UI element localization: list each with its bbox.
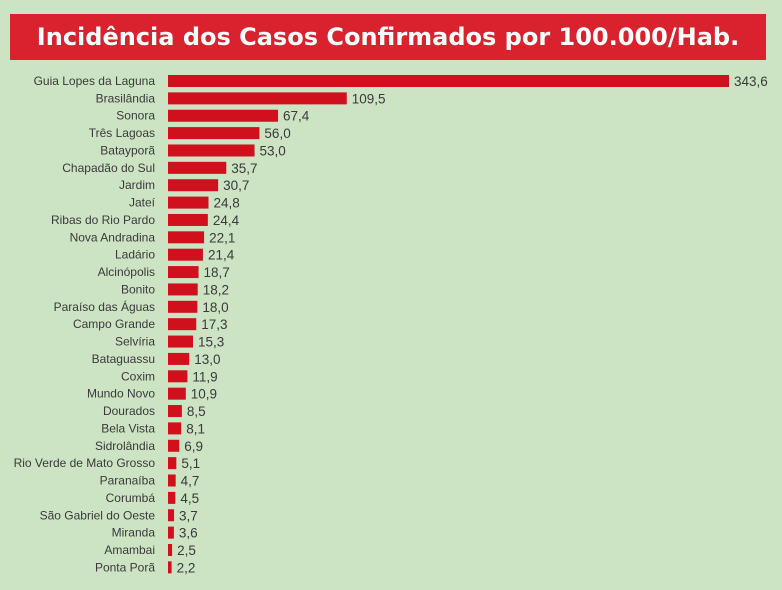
bar: [168, 300, 198, 313]
category-label: Coxim: [121, 369, 155, 383]
bar: [168, 405, 182, 418]
value-label: 56,0: [264, 126, 290, 141]
value-label: 30,7: [223, 178, 249, 193]
category-label: Bela Vista: [101, 421, 155, 435]
category-label: Alcinópolis: [98, 265, 155, 279]
category-label: Bataguassu: [92, 352, 155, 366]
bar: [168, 561, 172, 574]
value-label: 2,5: [177, 543, 196, 558]
bar: [168, 196, 209, 209]
bar: [168, 370, 188, 383]
category-label: Campo Grande: [73, 317, 155, 331]
category-label: Bonito: [121, 282, 155, 296]
value-label: 15,3: [198, 335, 224, 350]
category-label: Chapadão do Sul: [62, 161, 155, 175]
category-label: Sonora: [116, 109, 155, 123]
bar: [168, 213, 208, 226]
bar: [168, 127, 260, 140]
bar: [168, 352, 190, 365]
value-label: 18,0: [202, 300, 228, 315]
bar: [168, 491, 176, 504]
value-label: 343,6: [734, 74, 768, 89]
bar: [168, 144, 255, 157]
category-label: Ladário: [115, 248, 155, 262]
category-label: Miranda: [112, 526, 156, 540]
category-label: Paranaíba: [100, 474, 156, 488]
value-label: 18,2: [203, 282, 229, 297]
value-label: 13,0: [194, 352, 220, 367]
bar: [168, 318, 197, 331]
bar: [168, 179, 219, 192]
value-label: 4,5: [180, 491, 199, 506]
bar: [168, 266, 199, 279]
category-label: São Gabriel do Oeste: [40, 508, 156, 522]
category-label: Mundo Novo: [87, 387, 155, 401]
value-label: 8,1: [186, 421, 205, 436]
bar: [168, 422, 182, 435]
value-label: 109,5: [352, 91, 386, 106]
value-label: 2,2: [177, 560, 196, 575]
category-label: Sidrolândia: [95, 439, 155, 453]
category-label: Amambai: [104, 543, 155, 557]
bar: [168, 75, 729, 87]
category-label: Ribas do Rio Pardo: [51, 213, 155, 227]
value-label: 24,8: [213, 196, 239, 211]
value-label: 6,9: [184, 439, 203, 454]
chart-title: Incidência dos Casos Confirmados por 100…: [36, 23, 740, 51]
value-label: 5,1: [181, 456, 200, 471]
bar: [168, 439, 180, 452]
category-label: Três Lagoas: [89, 126, 155, 140]
category-label: Guia Lopes da Laguna: [34, 74, 156, 88]
category-label: Paraíso das Águas: [54, 299, 155, 314]
category-label: Rio Verde de Mato Grosso: [14, 456, 156, 470]
value-label: 8,5: [187, 404, 206, 419]
bar: [168, 248, 203, 261]
category-label: Selvíria: [115, 335, 155, 349]
bar: [168, 92, 347, 105]
value-label: 10,9: [191, 387, 217, 402]
category-label: Dourados: [103, 404, 155, 418]
category-label: Jardim: [119, 178, 155, 192]
bar: [168, 231, 205, 244]
category-label: Nova Andradina: [70, 230, 156, 244]
value-label: 18,7: [204, 265, 230, 280]
value-label: 4,7: [181, 474, 200, 489]
category-label: Ponta Porã: [95, 560, 155, 574]
bar: [168, 526, 174, 539]
value-label: 53,0: [260, 143, 286, 158]
value-label: 21,4: [208, 248, 235, 263]
bar: [168, 387, 186, 400]
chart-title-bar: Incidência dos Casos Confirmados por 100…: [10, 14, 766, 60]
value-label: 11,9: [192, 369, 217, 384]
value-label: 17,3: [201, 317, 227, 332]
category-label: Batayporã: [100, 143, 155, 157]
value-label: 3,7: [179, 508, 198, 523]
value-label: 22,1: [209, 230, 235, 245]
value-label: 67,4: [283, 109, 310, 124]
bar: [168, 457, 177, 470]
bar: [168, 109, 279, 122]
value-label: 3,6: [179, 526, 198, 541]
bar: [168, 509, 175, 522]
value-label: 24,4: [213, 213, 240, 228]
bar: [168, 474, 176, 487]
category-label: Corumbá: [106, 491, 156, 505]
value-label: 35,7: [231, 161, 257, 176]
bar: [168, 335, 193, 348]
category-label: Jateí: [129, 196, 156, 210]
bar: [168, 543, 173, 556]
category-label: Brasilândia: [96, 91, 156, 105]
bar: [168, 161, 227, 174]
bar: [168, 283, 198, 296]
